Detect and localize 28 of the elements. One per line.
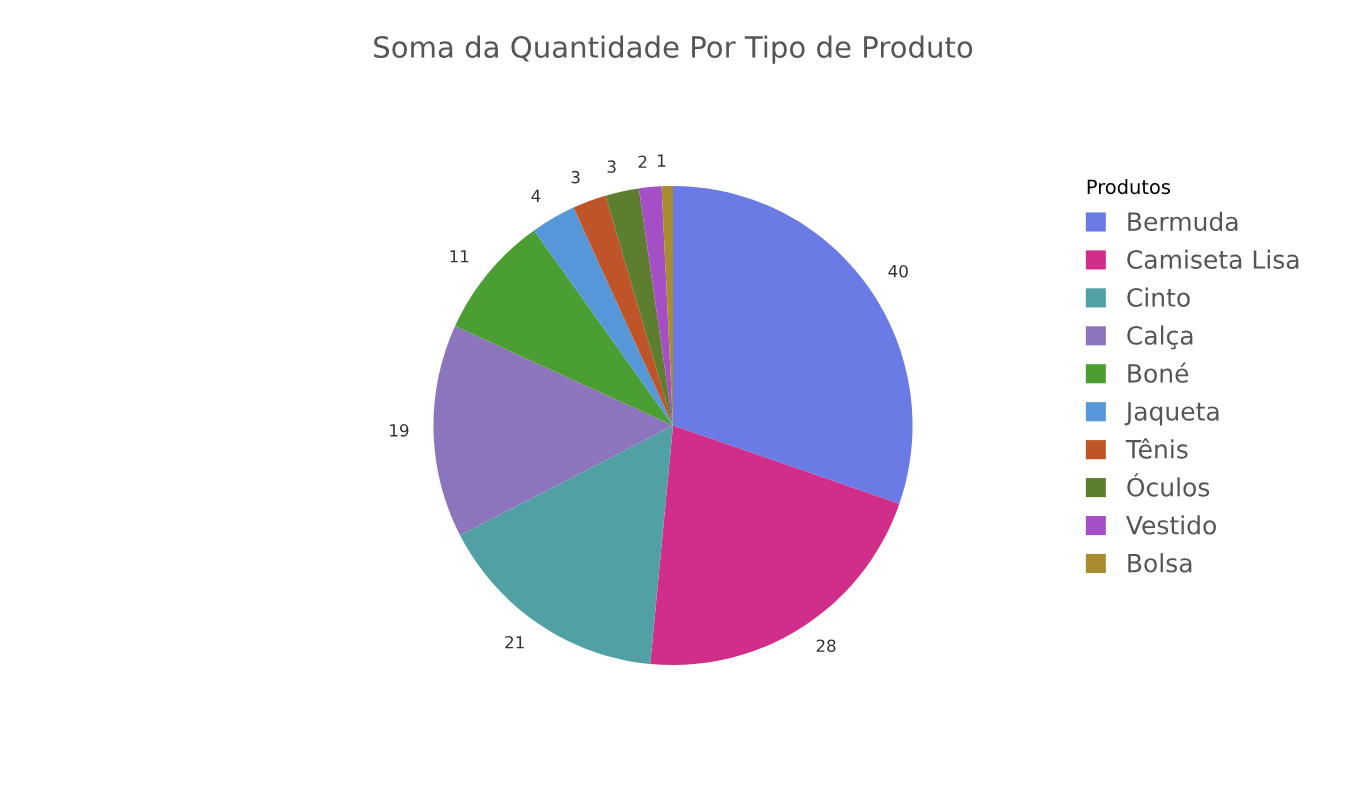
pie-slice [650,425,900,666]
data-label: 3 [571,170,580,184]
legend-label: Óculos [1127,473,1210,497]
data-label: 1 [657,154,666,167]
legend-label: Bermuda [1128,211,1238,232]
legend-label: Cinto [1127,287,1190,307]
data-label: 40 [888,264,908,278]
pie-slice [460,425,673,664]
data-label: 3 [607,160,616,173]
legend-label: Boné [1128,362,1189,383]
data-label: 21 [505,635,524,649]
pie-slice [534,207,673,426]
legend-label: Bolsa [1128,553,1192,573]
pie-slice [605,188,673,426]
data-label: 4 [531,189,541,202]
data-label: 19 [390,424,409,437]
legend-title: Produtos [1087,179,1171,195]
data-label: 2 [638,155,647,168]
legend-label: Tênis [1125,438,1188,459]
legend-label: Vestido [1126,515,1216,535]
data-label: 28 [816,639,836,653]
data-label: 11 [450,250,469,263]
pie-slice [673,185,913,504]
pie-slice [433,326,673,536]
legend-label: Camiseta Lisa [1127,249,1299,269]
legend-label: Calça [1127,325,1193,350]
chart-title: Soma da Quantidade Por Tipo de Produto [374,35,973,64]
legend-label: Jaqueta [1124,402,1219,426]
